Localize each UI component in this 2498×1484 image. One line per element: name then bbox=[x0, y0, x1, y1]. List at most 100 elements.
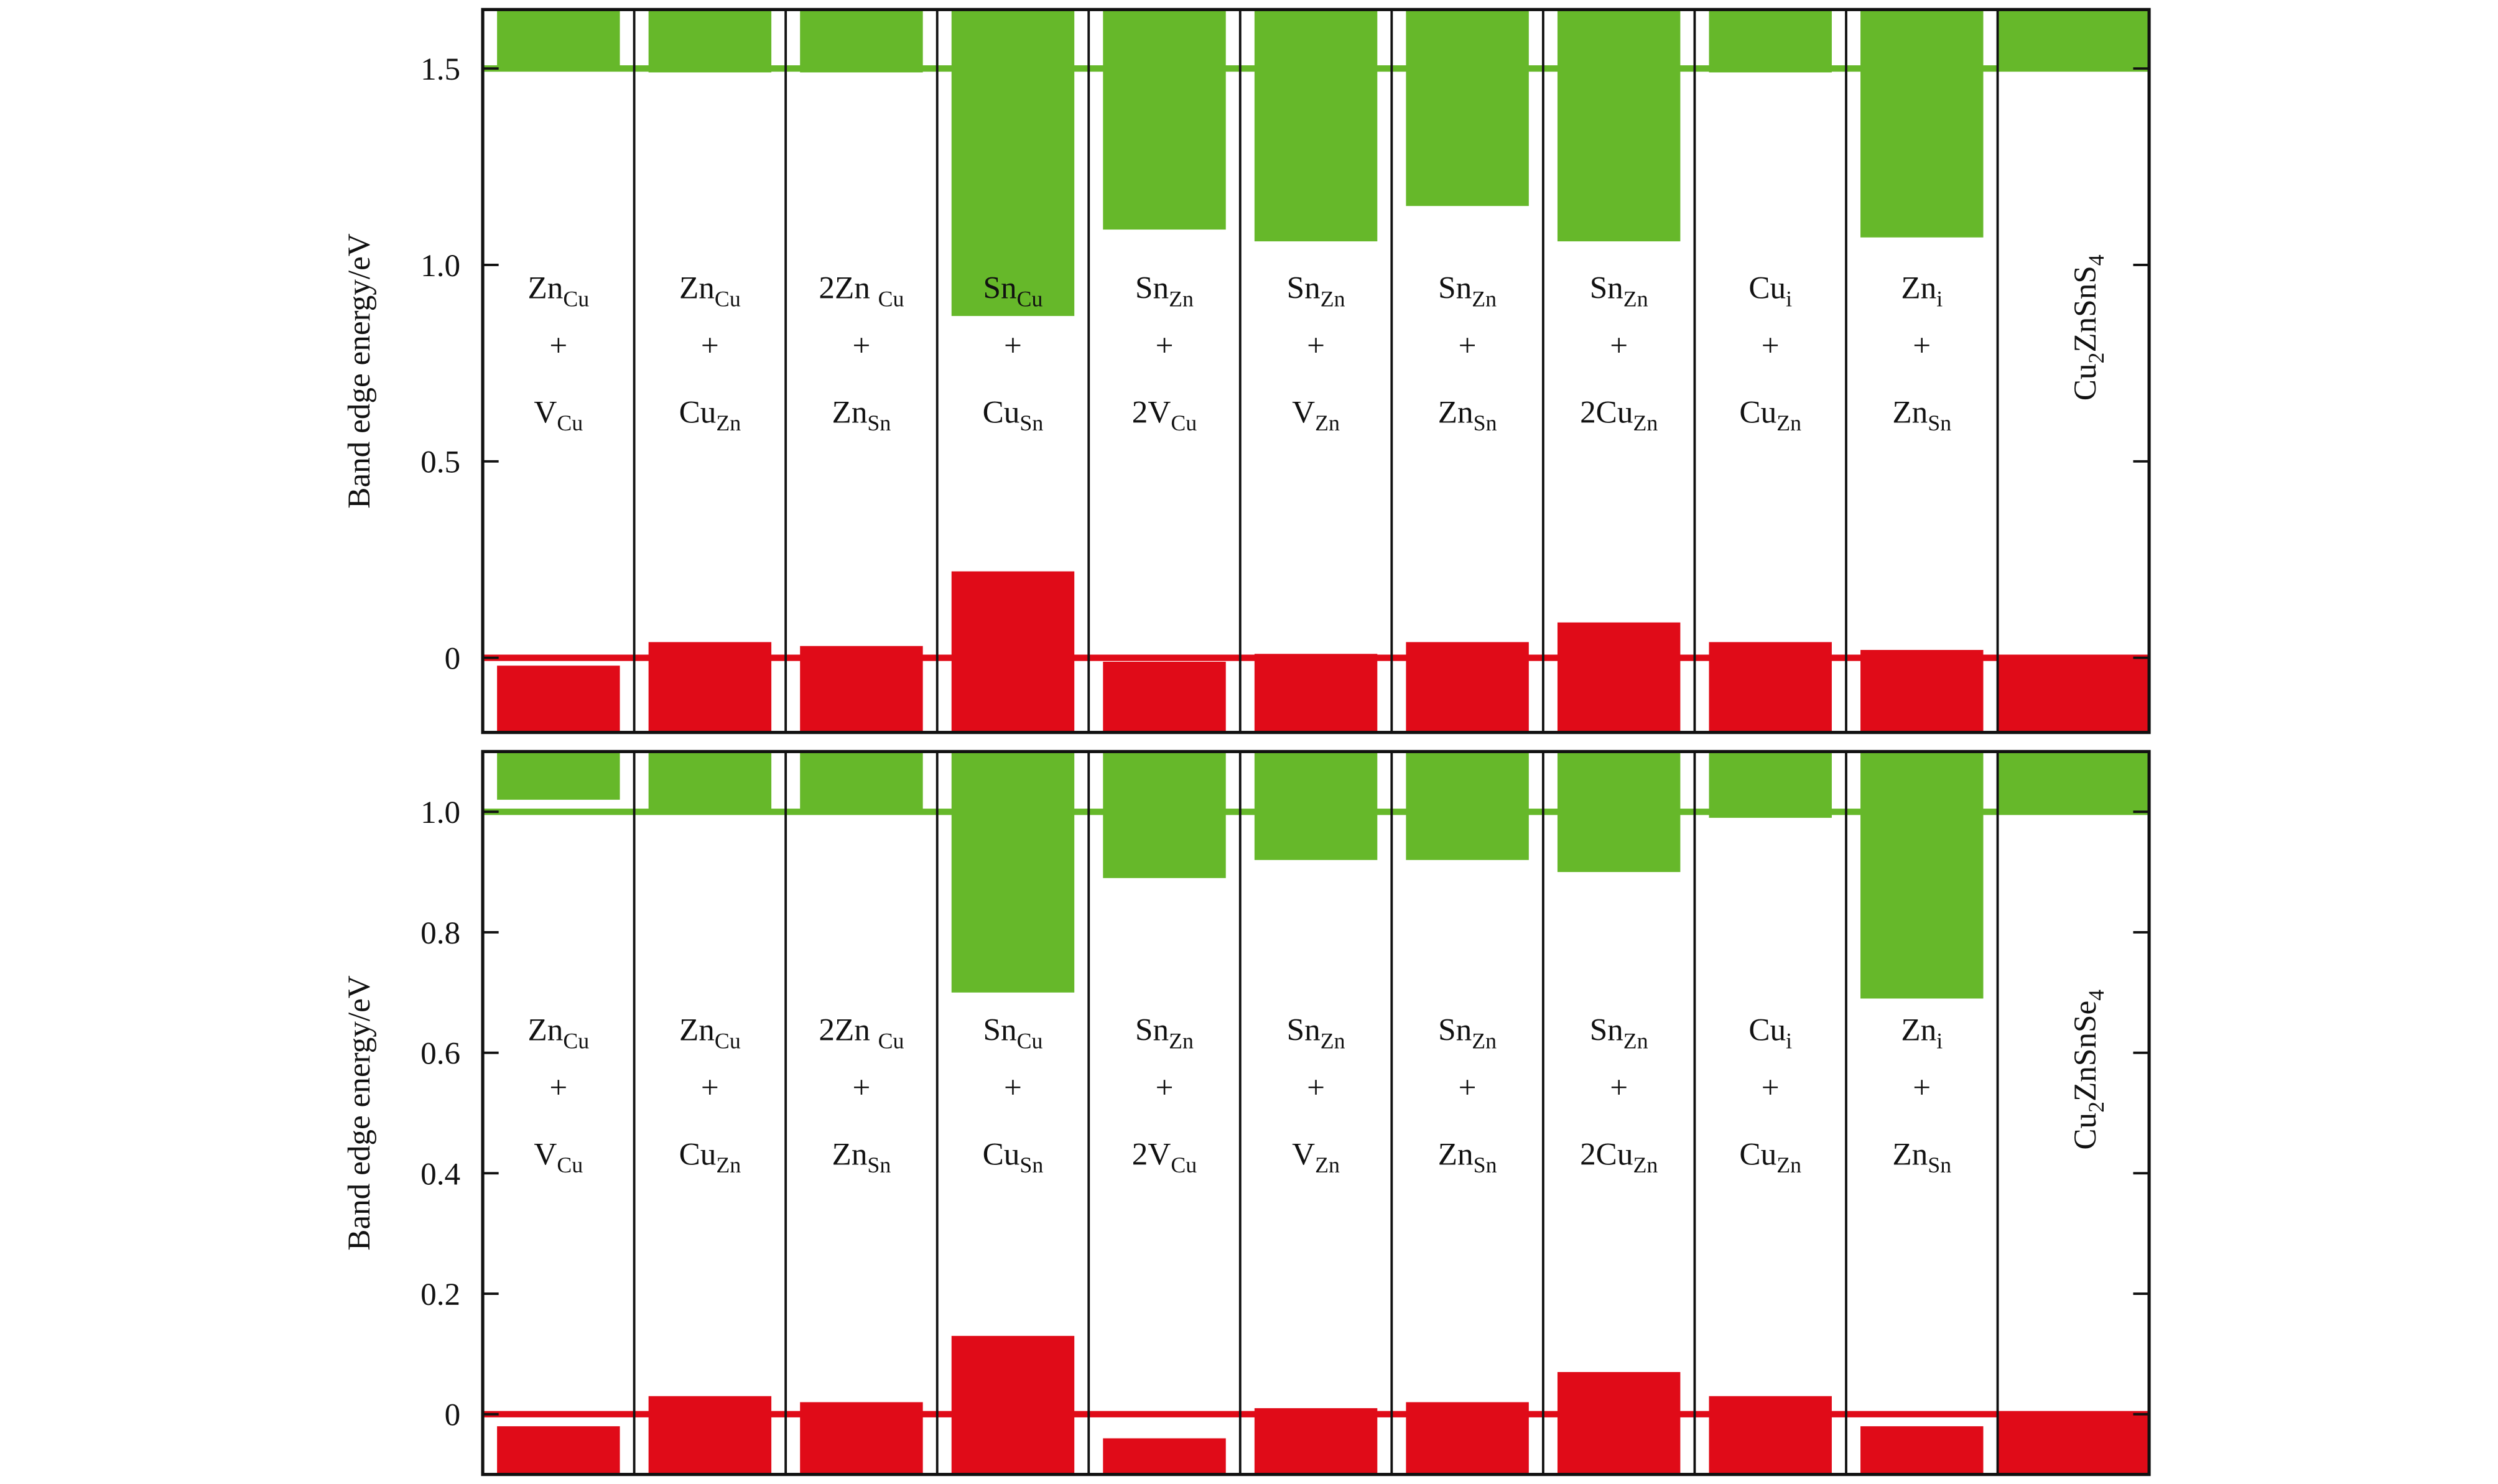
label-text: Sn bbox=[983, 271, 1017, 306]
label-text: Sn bbox=[1287, 1013, 1321, 1048]
defect-label: CuSn bbox=[983, 1136, 1044, 1177]
subscript: Sn bbox=[867, 410, 891, 435]
valence-bar bbox=[1557, 622, 1681, 733]
defect-label: 2CuZn bbox=[1580, 1136, 1658, 1177]
y-axis-label: Band edge energy/eV bbox=[341, 975, 377, 1251]
defect-label: VCu bbox=[534, 1136, 583, 1177]
operator-label: + bbox=[1913, 1070, 1931, 1105]
subscript: Cu bbox=[715, 1029, 741, 1054]
conduction-bar bbox=[497, 9, 620, 69]
label-text: Sn bbox=[1287, 271, 1321, 306]
subscript: i bbox=[1936, 1029, 1943, 1054]
label-text: Cu bbox=[1748, 1013, 1786, 1048]
subscript: 2 bbox=[2084, 1101, 2109, 1113]
label-text: Zn bbox=[832, 394, 868, 430]
subscript: 2 bbox=[2084, 353, 2109, 364]
conduction-bar bbox=[1406, 751, 1529, 860]
label-text: Sn bbox=[1135, 1013, 1169, 1048]
defect-label: CuZn bbox=[1739, 1136, 1801, 1177]
conduction-bar bbox=[800, 9, 923, 73]
defect-label: ZnSn bbox=[1892, 1136, 1951, 1177]
defect-label: ZnSn bbox=[832, 394, 891, 435]
conduction-bar bbox=[1406, 9, 1529, 206]
host-label: Cu2ZnSnS4 bbox=[2068, 254, 2109, 401]
defect-label: SnZn bbox=[1590, 271, 1648, 312]
defect-label: SnCu bbox=[983, 1013, 1043, 1054]
label-text: Zn bbox=[1892, 394, 1928, 430]
subscript: Cu bbox=[1171, 410, 1197, 435]
subscript: 4 bbox=[2084, 990, 2109, 1001]
conduction-bar bbox=[1997, 751, 2150, 812]
conduction-bar bbox=[1254, 9, 1378, 242]
label-text: 2V bbox=[1132, 1136, 1171, 1172]
label-text: V bbox=[1292, 1136, 1315, 1172]
y-tick-label: 0.6 bbox=[420, 1036, 460, 1072]
y-tick-label: 0.5 bbox=[420, 445, 460, 480]
conduction-bar bbox=[1860, 9, 1984, 238]
label-text: Cu bbox=[983, 394, 1020, 430]
subscript: Zn bbox=[1169, 1029, 1194, 1054]
operator-label: + bbox=[701, 1070, 719, 1105]
subscript: Zn bbox=[1321, 287, 1345, 312]
subscript: Zn bbox=[716, 410, 741, 435]
subscript: i bbox=[1936, 287, 1943, 312]
subscript: Sn bbox=[1019, 410, 1043, 435]
label-text: ZnSnSe bbox=[2068, 1001, 2103, 1101]
label-text: Zn bbox=[832, 1136, 868, 1172]
label-text: V bbox=[534, 394, 557, 430]
panel-frame bbox=[481, 7, 2151, 735]
y-tick-label: 0 bbox=[445, 1398, 461, 1433]
defect-label: ZnCu bbox=[679, 271, 741, 312]
defect-label: SnZn bbox=[1135, 271, 1194, 312]
subscript: Cu bbox=[563, 287, 589, 312]
y-axis-label: Band edge energy/eV bbox=[341, 233, 377, 509]
subscript: Sn bbox=[1474, 410, 1497, 435]
valence-bar bbox=[1103, 661, 1226, 733]
valence-bar bbox=[1997, 1414, 2150, 1475]
label-text: Zn bbox=[1901, 1013, 1936, 1048]
defect-label: VCu bbox=[534, 394, 583, 435]
defect-label: CuZn bbox=[679, 394, 741, 435]
subscript: Cu bbox=[557, 1152, 583, 1177]
valence-bar bbox=[497, 665, 620, 733]
defect-label: ZnSn bbox=[832, 1136, 891, 1177]
label-text: Cu bbox=[1739, 1136, 1776, 1172]
label-text: Cu bbox=[1748, 271, 1786, 306]
defect-label: 2VCu bbox=[1132, 1136, 1197, 1177]
valence-bar bbox=[1557, 1371, 1681, 1475]
conduction-bar bbox=[1860, 751, 1984, 999]
defect-label: VZn bbox=[1292, 1136, 1340, 1177]
operator-label: + bbox=[549, 328, 567, 363]
conduction-bar bbox=[951, 9, 1075, 317]
valence-bar bbox=[497, 1426, 620, 1475]
subscript: Zn bbox=[1315, 410, 1340, 435]
subscript: Sn bbox=[867, 1152, 891, 1177]
label-text: Zn bbox=[679, 1013, 715, 1048]
conduction-bar bbox=[1254, 751, 1378, 860]
defect-label: VZn bbox=[1292, 394, 1340, 435]
conduction-bar bbox=[648, 751, 772, 812]
conduction-bar bbox=[1103, 9, 1226, 230]
label-text: Cu bbox=[679, 394, 717, 430]
label-text: Zn bbox=[527, 271, 563, 306]
valence-bar bbox=[648, 1396, 772, 1475]
valence-bar bbox=[1997, 657, 2150, 733]
operator-label: + bbox=[1004, 328, 1022, 363]
subscript: Zn bbox=[1472, 287, 1497, 312]
operator-label: + bbox=[1156, 328, 1174, 363]
label-text: 2Cu bbox=[1580, 1136, 1633, 1172]
operator-label: + bbox=[1307, 1070, 1325, 1105]
operator-label: + bbox=[1610, 1070, 1628, 1105]
conduction-bar bbox=[648, 9, 772, 73]
valence-bar bbox=[951, 1335, 1075, 1475]
label-text: Zn bbox=[1892, 1136, 1928, 1172]
conduction-bar bbox=[951, 751, 1075, 993]
operator-label: + bbox=[852, 328, 870, 363]
subscript: Cu bbox=[878, 1029, 904, 1054]
host-label: Cu2ZnSnSe4 bbox=[2068, 990, 2109, 1150]
subscript: Zn bbox=[1623, 287, 1648, 312]
defect-label: ZnCu bbox=[679, 1013, 741, 1054]
subscript: Zn bbox=[1776, 1152, 1801, 1177]
operator-label: + bbox=[1762, 328, 1780, 363]
operator-label: + bbox=[1610, 328, 1628, 363]
